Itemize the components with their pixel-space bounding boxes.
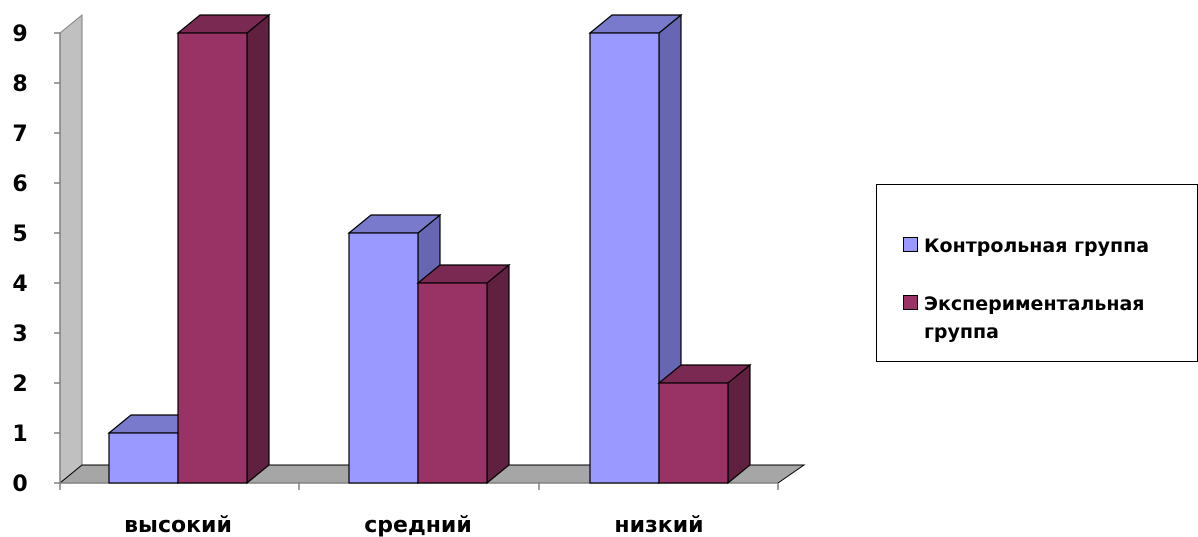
legend-label-experimental: Экспериментальная группа xyxy=(924,293,1145,343)
y-tick-label: 9 xyxy=(12,22,27,47)
y-tick-label: 8 xyxy=(12,72,27,97)
bar-front xyxy=(658,382,729,484)
y-tick-label: 5 xyxy=(12,222,27,247)
legend-item-control: Контрольная группа xyxy=(903,232,1194,260)
bar-front xyxy=(108,432,179,484)
bar-front xyxy=(589,32,660,484)
legend-swatch-control xyxy=(903,237,918,252)
chart-labels: 0 1 2 3 4 5 6 7 8 9 высокий средний низкий xyxy=(12,22,703,537)
chart-bars xyxy=(107,13,752,485)
bar xyxy=(657,363,752,485)
bar xyxy=(176,13,271,485)
legend-item-experimental: Экспериментальная группа xyxy=(903,290,1194,346)
side-wall xyxy=(59,13,83,485)
y-tick-label: 2 xyxy=(12,372,27,397)
y-tick-label: 3 xyxy=(12,322,27,347)
y-tick-label: 4 xyxy=(12,272,27,297)
bar xyxy=(416,263,511,485)
y-tick-label: 6 xyxy=(12,172,27,197)
bar-side xyxy=(486,263,510,485)
y-tick-label: 7 xyxy=(12,122,27,147)
legend-label-control: Контрольная группа xyxy=(924,235,1150,257)
x-category-label: высокий xyxy=(124,513,232,537)
bar-front xyxy=(177,32,248,484)
bar-front xyxy=(417,282,488,484)
bar xyxy=(588,13,683,485)
legend: Контрольная группа Экспериментальная гру… xyxy=(876,184,1198,362)
bar-side xyxy=(727,363,751,485)
legend-swatch-experimental xyxy=(903,295,918,310)
y-tick-label: 1 xyxy=(12,422,27,447)
bar-side xyxy=(246,13,270,485)
y-tick-label: 0 xyxy=(12,472,27,497)
x-category-label: низкий xyxy=(614,513,703,537)
x-category-label: средний xyxy=(364,513,472,537)
bar-front xyxy=(348,232,419,484)
